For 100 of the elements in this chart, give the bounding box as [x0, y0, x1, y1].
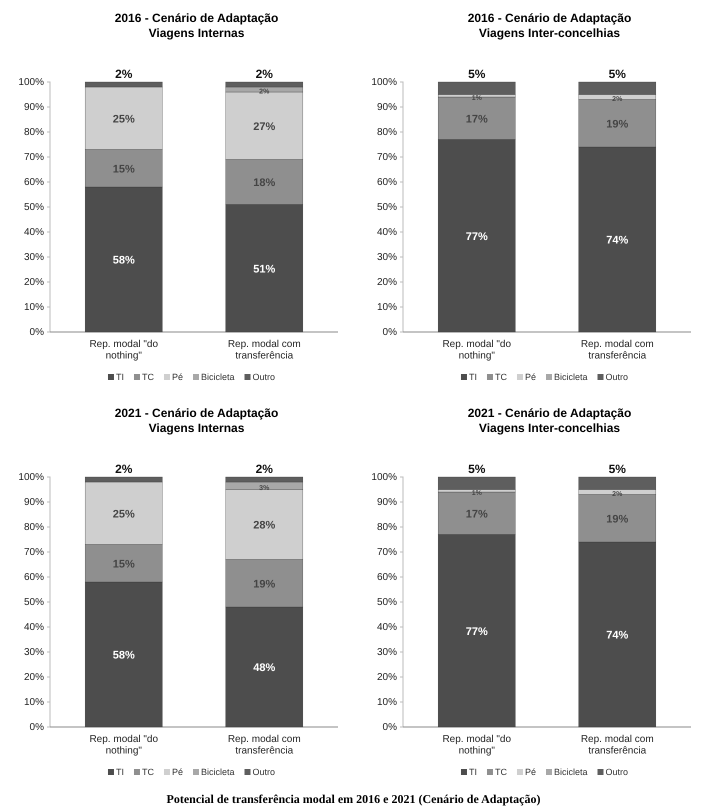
y-tick-label: 90% [376, 497, 398, 508]
data-label: 2% [115, 67, 133, 81]
data-label: 74% [606, 630, 628, 642]
y-tick-label: 50% [24, 597, 44, 608]
x-tick-label: Rep. modal "do nothing" [442, 734, 512, 756]
y-tick-label: 10% [24, 302, 44, 314]
x-tick-label: Rep. modal com transferência [228, 339, 301, 362]
y-tick-label: 40% [24, 622, 44, 634]
legend-label: TC [494, 767, 508, 777]
y-tick-label: 50% [24, 202, 44, 214]
data-label: 74% [606, 234, 628, 246]
data-label: 15% [112, 163, 135, 176]
y-tick-label: 90% [376, 102, 398, 114]
data-label: 25% [112, 113, 135, 126]
y-tick-label: 70% [24, 547, 44, 558]
legend-label: Bicicleta [554, 372, 588, 382]
y-tick-label: 60% [376, 572, 398, 584]
data-label: 28% [253, 520, 276, 532]
y-tick-label: 20% [24, 672, 44, 684]
data-label: 51% [253, 263, 276, 276]
y-tick-label: 10% [376, 697, 398, 708]
legend-label: Bicicleta [200, 372, 235, 382]
bar [438, 82, 516, 95]
data-label: 2% [256, 67, 274, 81]
y-tick-label: 60% [24, 177, 44, 188]
data-label: 25% [112, 508, 135, 520]
legend-label: TC [494, 372, 508, 382]
y-tick-label: 40% [376, 622, 398, 634]
y-tick-label: 60% [24, 572, 44, 584]
legend-label: TI [468, 372, 477, 382]
y-tick-label: 30% [376, 647, 398, 658]
y-tick-label: 80% [24, 522, 44, 534]
y-tick-label: 50% [376, 597, 398, 608]
x-tick-label: Rep. modal "do nothing" [89, 339, 158, 362]
data-label: 5% [608, 462, 626, 476]
legend-label: Outro [252, 372, 276, 382]
y-tick-label: 100% [371, 472, 398, 484]
data-label: 2% [115, 462, 133, 476]
chart-subtitle: Viagens Internas [148, 26, 245, 40]
chart-title: 2016 - Cenário de Adaptação [114, 11, 278, 25]
data-label: 77% [466, 230, 488, 243]
chart-title: 2021 - Cenário de Adaptação [468, 406, 632, 420]
legend-label: Pé [172, 767, 183, 777]
legend-label: Outro [606, 767, 628, 777]
legend-label: Bicicleta [200, 767, 235, 777]
data-label: 48% [253, 662, 276, 674]
x-tick-label: Rep. modal "do nothing" [89, 734, 158, 756]
y-tick-label: 100% [371, 77, 398, 88]
legend-label: TI [116, 372, 124, 382]
y-tick-label: 70% [376, 152, 398, 164]
legend-label: Outro [606, 372, 628, 382]
bar [438, 476, 516, 490]
y-tick-label: 80% [376, 522, 398, 534]
legend-label: TC [142, 767, 154, 777]
data-label: 5% [608, 67, 626, 81]
y-tick-label: 40% [376, 227, 398, 238]
data-label: 27% [253, 120, 276, 133]
y-tick-label: 30% [376, 252, 398, 264]
data-label: 5% [468, 462, 486, 476]
data-label: 5% [468, 67, 486, 81]
y-tick-label: 10% [24, 697, 44, 708]
chart-subtitle: Viagens Internas [148, 421, 245, 435]
legend-label: Pé [524, 767, 536, 777]
data-label: 77% [466, 626, 488, 638]
data-label: 17% [466, 113, 488, 126]
y-tick-label: 0% [382, 722, 398, 734]
data-label: 58% [112, 650, 135, 662]
data-label: 19% [606, 513, 628, 526]
data-label: 18% [253, 177, 276, 189]
chart-subtitle: Viagens Inter-concelhias [478, 421, 620, 435]
y-tick-label: 100% [18, 77, 44, 88]
legend-label: Outro [252, 767, 276, 777]
y-tick-label: 30% [24, 252, 44, 264]
legend-label: TC [142, 372, 154, 382]
legend-label: Bicicleta [554, 767, 588, 777]
y-tick-label: 50% [376, 202, 398, 214]
legend-label: TI [116, 767, 124, 777]
chart-title: 2016 - Cenário de Adaptação [468, 11, 632, 25]
data-label: 15% [112, 558, 135, 570]
x-tick-label: Rep. modal "do nothing" [442, 339, 512, 362]
x-tick-label: Rep. modal com transferência [580, 734, 654, 756]
y-tick-label: 90% [24, 497, 44, 508]
y-tick-label: 0% [30, 327, 44, 338]
y-tick-label: 90% [24, 102, 44, 114]
x-tick-label: Rep. modal com transferência [580, 339, 654, 362]
data-label: 19% [606, 118, 628, 130]
data-label: 19% [253, 578, 276, 590]
y-tick-label: 70% [24, 152, 44, 164]
y-tick-label: 30% [24, 647, 44, 658]
y-tick-label: 40% [24, 227, 44, 238]
y-tick-label: 60% [376, 177, 398, 188]
y-tick-label: 10% [376, 302, 398, 314]
y-tick-label: 20% [24, 277, 44, 288]
y-tick-label: 100% [18, 472, 44, 484]
y-tick-label: 0% [382, 327, 398, 338]
text: Potencial de transferência modal em 2016 e 2021 (Cenário de Adaptação) [166, 792, 542, 807]
y-tick-label: 80% [376, 127, 398, 138]
data-label: 17% [466, 508, 488, 520]
x-tick-label: Rep. modal com transferência [228, 734, 301, 756]
y-tick-label: 80% [24, 127, 44, 138]
